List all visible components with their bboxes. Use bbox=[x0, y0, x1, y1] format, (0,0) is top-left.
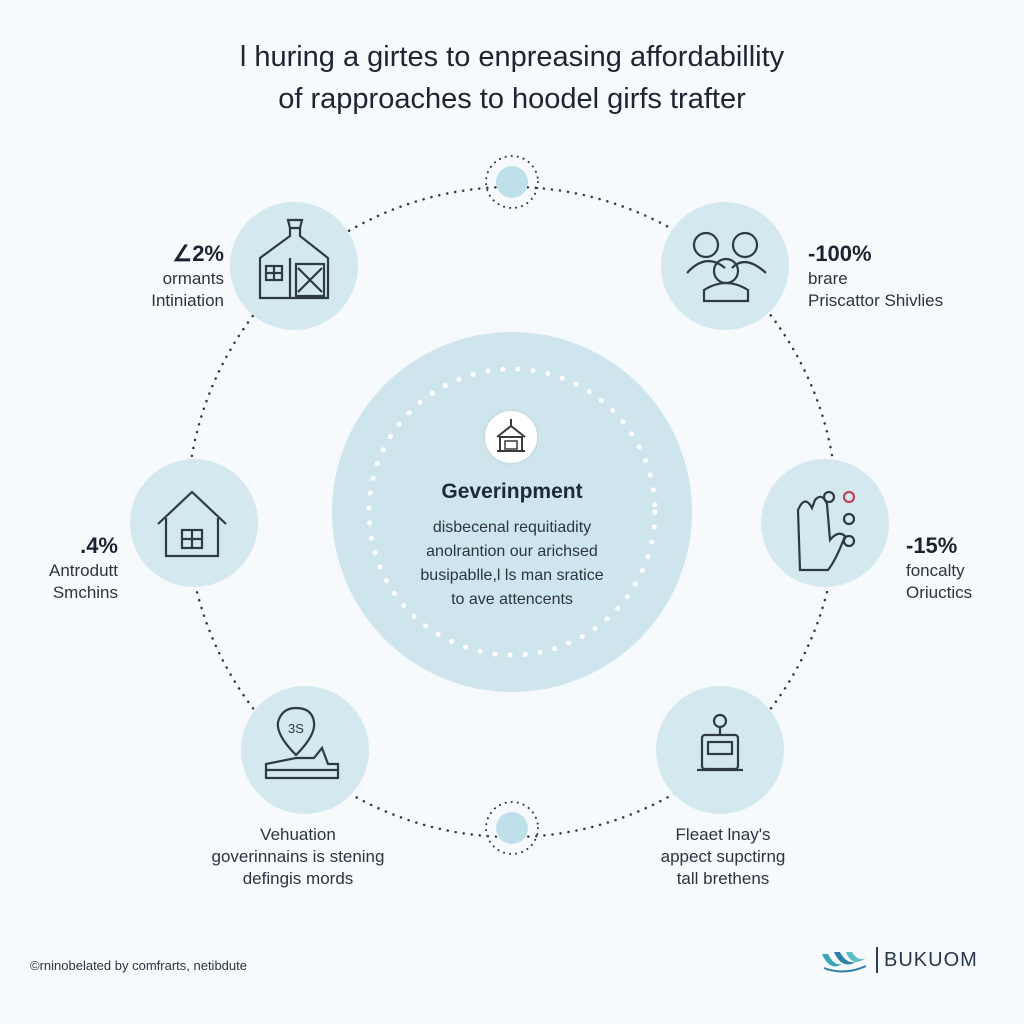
node-circle-top-right bbox=[661, 202, 789, 330]
node-percent-top-right: -100% bbox=[808, 241, 872, 266]
node-label-top-right: -100% brare Priscattor Shivlies bbox=[808, 240, 943, 312]
node-percent-top-left: ∠2% bbox=[172, 241, 224, 266]
page-title: l huring a girtes to enpreasing affordab… bbox=[0, 36, 1024, 120]
center-circle bbox=[332, 332, 692, 692]
node-line-bottom-left-2: goverinnains is stening bbox=[211, 847, 385, 866]
people-group-icon bbox=[686, 231, 767, 303]
node-label-top-left: ∠2% ormants Intiniation bbox=[151, 240, 224, 312]
center-inner-dotted-ring bbox=[366, 366, 658, 658]
node-percent-middle-right: -15% bbox=[906, 533, 958, 558]
node-line-bottom-right-3: tall brethens bbox=[676, 869, 770, 888]
node-circle-top-left bbox=[230, 202, 358, 330]
node-line-bottom-right-1: Fleaet lnay's bbox=[675, 825, 771, 844]
center-body-line-3: busipablle,l ls man sratice bbox=[420, 567, 604, 584]
center-body: disbecenal requitiadity anolrantion our … bbox=[380, 516, 644, 612]
center-body-line-2: anolrantion our arichsed bbox=[426, 543, 598, 560]
node-circle-bottom-right bbox=[656, 686, 784, 814]
brand-name: BUKUOM bbox=[884, 948, 978, 971]
node-label-bottom-left: Vehuation goverinnains is stening defing… bbox=[198, 824, 398, 890]
node-line-bottom-right-2: appect supctirng bbox=[660, 847, 786, 866]
title-line-2: of rapproaches to hoodel girfs trafter bbox=[278, 83, 746, 115]
node-line-top-left-2: Intiniation bbox=[151, 291, 224, 310]
node-circle-middle-left bbox=[130, 459, 258, 587]
svg-text:3S: 3S bbox=[288, 721, 304, 736]
government-building-icon bbox=[483, 409, 539, 465]
node-line-bottom-left-3: defingis mords bbox=[242, 869, 354, 888]
center-body-line-1: disbecenal requitiadity bbox=[432, 519, 592, 536]
node-line-bottom-left-1: Vehuation bbox=[260, 825, 336, 844]
node-label-bottom-right: Fleaet lnay's appect supctirng tall bret… bbox=[628, 824, 818, 890]
house-building-icon bbox=[258, 218, 330, 300]
top-connector-dot bbox=[485, 155, 539, 209]
node-line-middle-right-1: foncalty bbox=[906, 561, 965, 580]
hand-buttons-icon bbox=[796, 490, 856, 572]
wave-logo-icon bbox=[822, 952, 867, 973]
node-circle-middle-right bbox=[761, 459, 889, 587]
brand-separator bbox=[876, 947, 878, 973]
center-body-line-4: to ave attencents bbox=[451, 591, 573, 608]
node-label-middle-right: -15% foncalty Oriuctics bbox=[906, 532, 972, 604]
node-line-middle-left-2: Smchins bbox=[52, 583, 118, 602]
node-line-middle-left-1: Antrodutt bbox=[49, 561, 118, 580]
node-line-top-right-2: Priscattor Shivlies bbox=[808, 291, 944, 310]
device-icon bbox=[697, 713, 743, 772]
footer-credit: ©rninobelated by comfrarts, netibdute bbox=[30, 958, 247, 973]
price-tag-icon: 3S bbox=[264, 706, 340, 780]
brand-logo: BUKUOM bbox=[820, 946, 978, 974]
node-label-middle-left: .4% Antrodutt Smchins bbox=[49, 532, 118, 604]
center-title: Geverinpment bbox=[441, 480, 583, 503]
home-icon bbox=[157, 490, 227, 558]
node-circle-bottom-left bbox=[241, 686, 369, 814]
title-line-1: l huring a girtes to enpreasing affordab… bbox=[239, 41, 785, 73]
node-line-top-right-1: brare bbox=[808, 269, 848, 288]
node-line-middle-right-2: Oriuctics bbox=[906, 583, 973, 602]
bottom-connector-dot bbox=[485, 801, 539, 855]
center-text-block: Geverinpment disbecenal requitiadity ano… bbox=[380, 478, 644, 612]
node-line-top-left-1: ormants bbox=[162, 269, 224, 288]
node-percent-middle-left: .4% bbox=[80, 533, 118, 558]
